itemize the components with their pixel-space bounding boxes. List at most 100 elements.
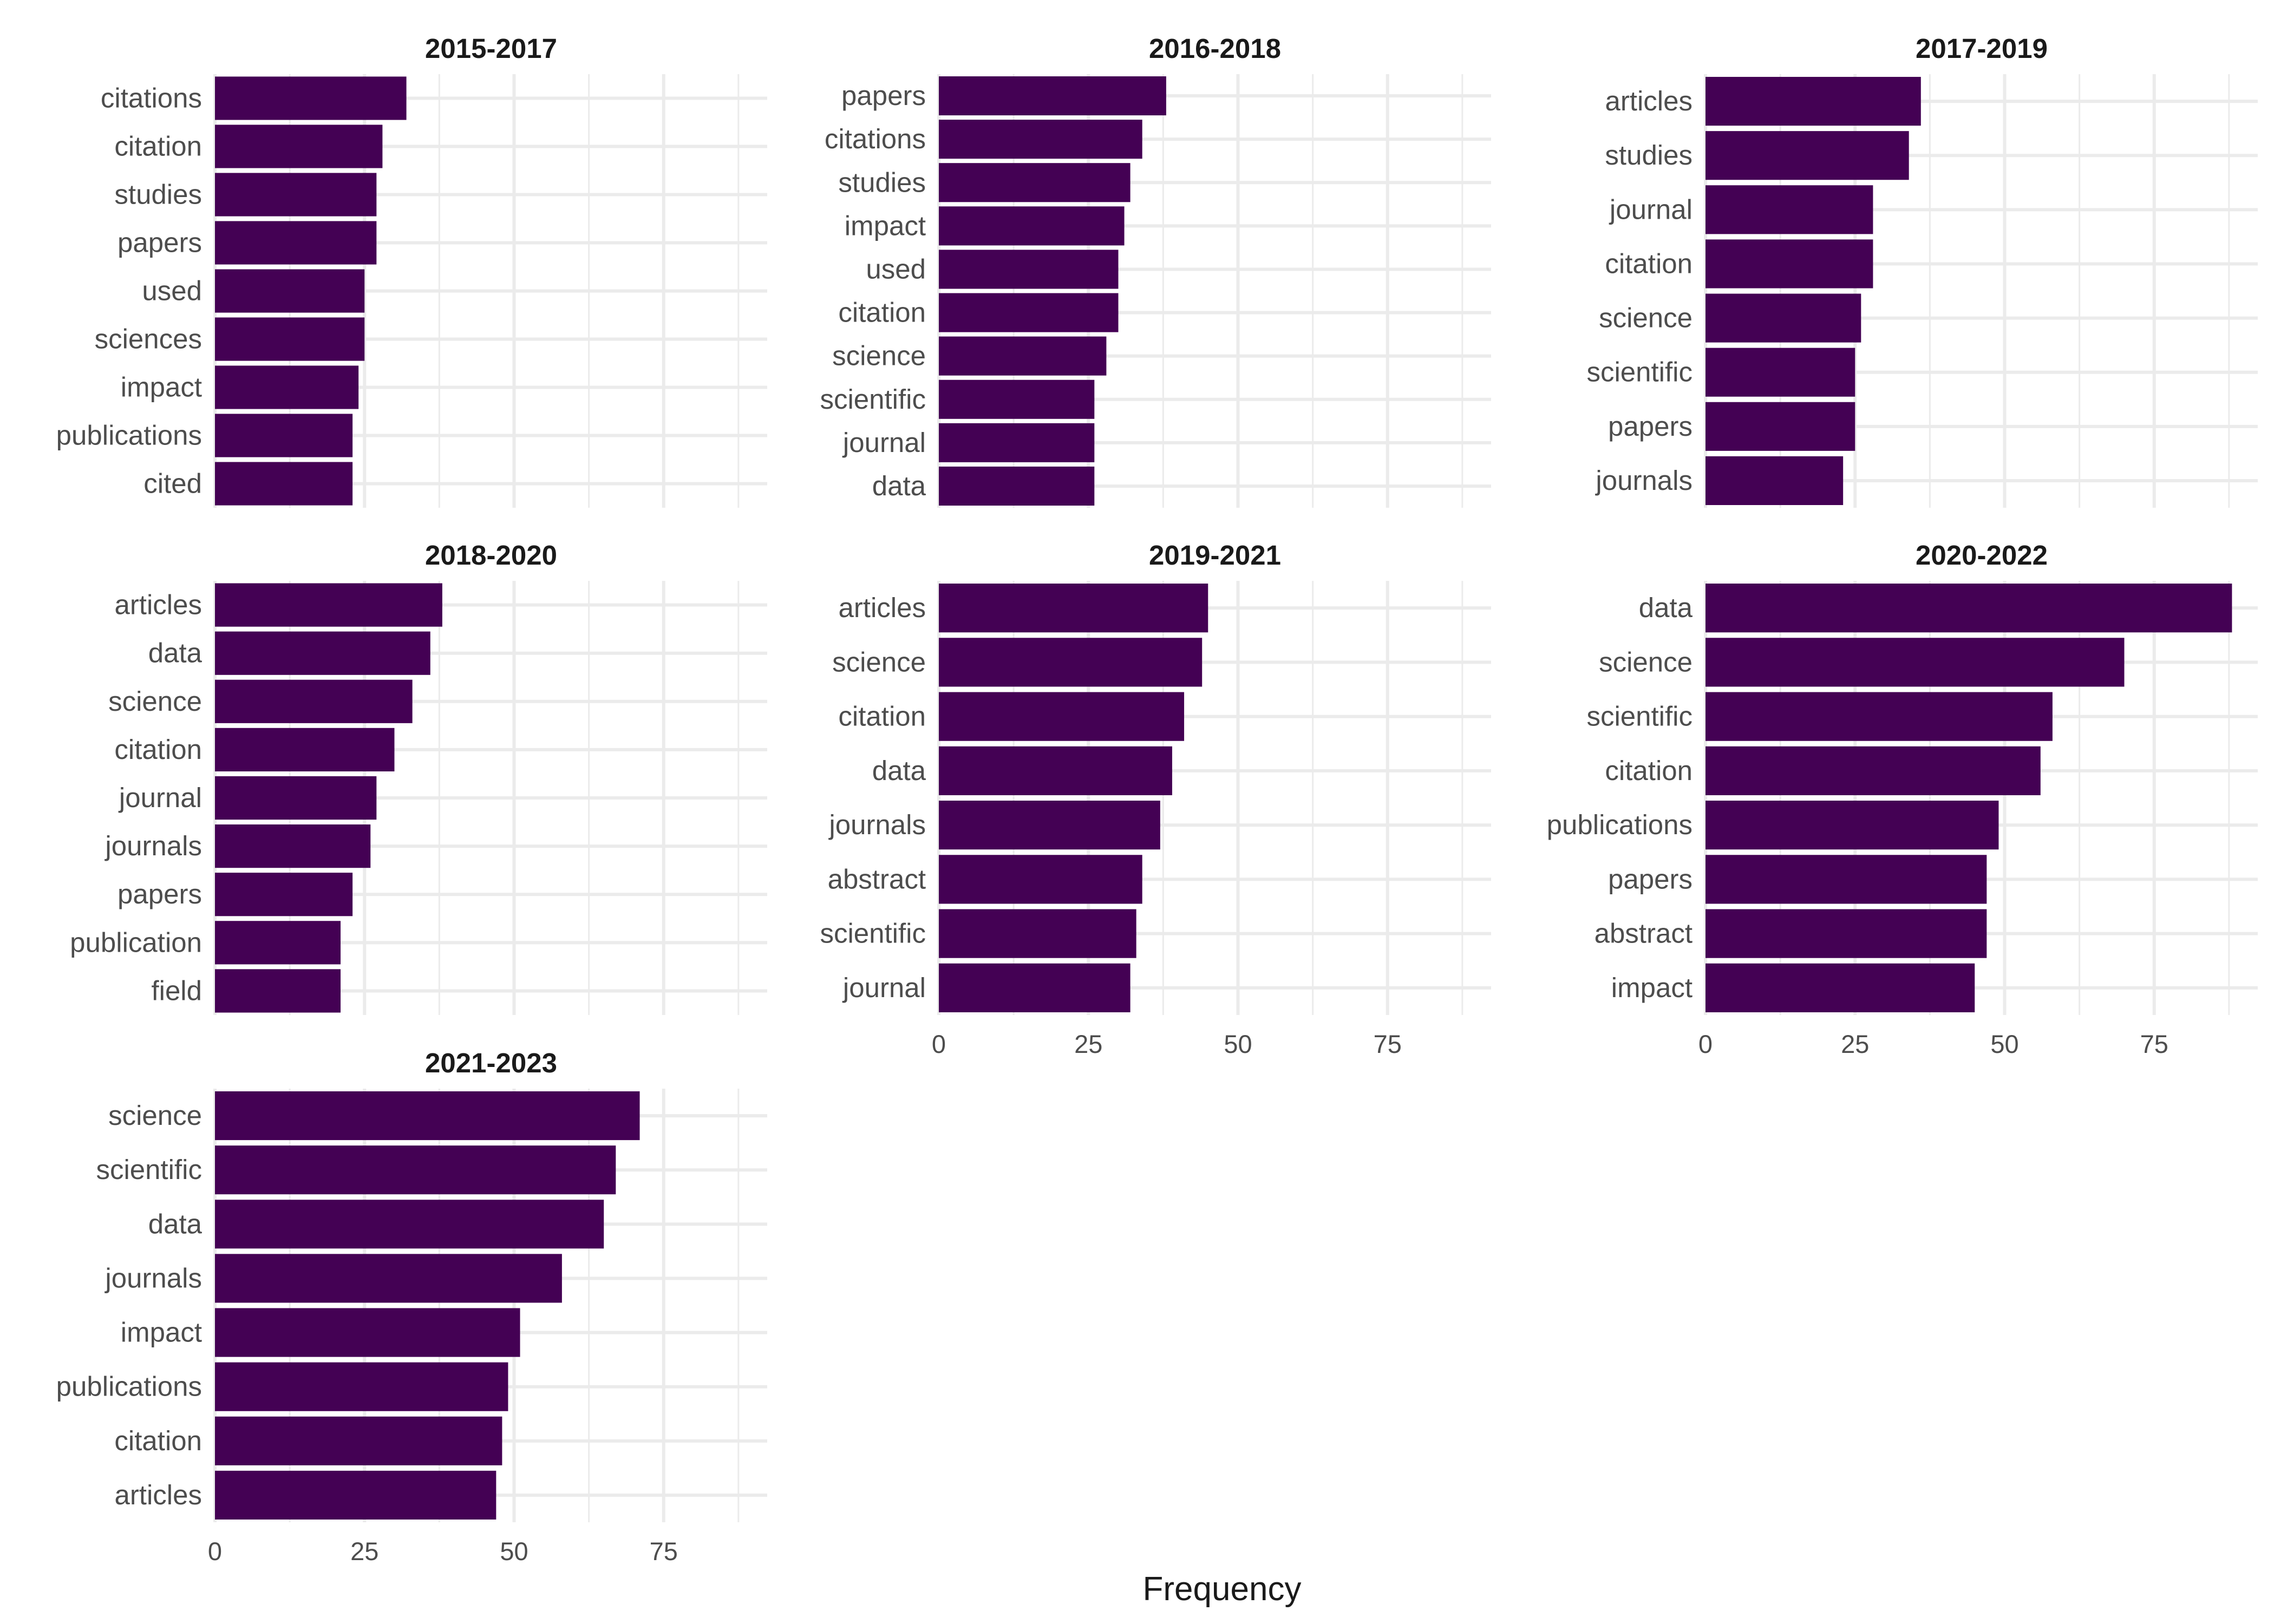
- category-label: science: [1599, 646, 1693, 677]
- facet-panel: articles science citation data journals abstr…: [820, 540, 1491, 1058]
- panel-title: 2019-2021: [1149, 540, 1281, 571]
- x-tick-label: 25: [1074, 1030, 1102, 1058]
- category-label: impact: [1611, 972, 1693, 1003]
- category-label: citation: [1605, 248, 1693, 279]
- bar: [1706, 77, 1921, 126]
- bar: [939, 76, 1166, 116]
- x-tick-label: 0: [208, 1537, 222, 1566]
- category-label: citation: [114, 1425, 202, 1456]
- category-label: science: [108, 1100, 202, 1131]
- bar: [215, 1200, 604, 1249]
- category-label: data: [148, 1208, 202, 1239]
- category-label: articles: [114, 1479, 202, 1510]
- category-label: impact: [845, 210, 926, 241]
- facet-panel: articles data science citation journal journa…: [70, 540, 767, 1015]
- category-label: science: [832, 646, 926, 677]
- bar: [1706, 584, 2232, 633]
- x-tick-label: 75: [2140, 1030, 2168, 1058]
- bar: [215, 583, 442, 627]
- category-label: abstract: [828, 863, 926, 894]
- x-tick-label: 25: [350, 1537, 378, 1566]
- category-label: publication: [70, 927, 202, 958]
- bar: [215, 1470, 496, 1520]
- x-tick-label: 0: [1698, 1030, 1713, 1058]
- bar: [939, 746, 1172, 795]
- bar: [215, 776, 377, 820]
- bar: [215, 173, 377, 217]
- bar: [215, 1416, 502, 1465]
- panel-title: 2016-2018: [1149, 33, 1281, 64]
- bar: [1706, 692, 2053, 741]
- bar: [1706, 131, 1909, 180]
- bar: [939, 293, 1119, 332]
- bar: [1706, 402, 1855, 451]
- category-label: impact: [121, 1317, 202, 1348]
- category-label: abstract: [1595, 918, 1693, 949]
- x-tick-label: 50: [500, 1537, 528, 1566]
- category-label: publications: [56, 1371, 202, 1402]
- category-label: scientific: [1586, 357, 1693, 388]
- bar: [1706, 746, 2041, 795]
- bar: [939, 584, 1208, 633]
- category-label: articles: [838, 592, 926, 623]
- category-label: journals: [104, 1262, 202, 1293]
- facet-panel: data science scientific citation publication…: [1547, 540, 2258, 1058]
- category-label: journals: [828, 809, 926, 840]
- bar: [215, 969, 341, 1013]
- bar: [1706, 293, 1861, 343]
- bar: [215, 1362, 508, 1411]
- category-label: studies: [114, 179, 202, 210]
- category-label: citation: [1605, 755, 1693, 786]
- bar: [215, 365, 359, 409]
- bar: [215, 679, 413, 723]
- bar: [1706, 638, 2125, 687]
- x-tick-label: 75: [650, 1537, 678, 1566]
- bar: [939, 423, 1095, 462]
- panel-title: 2018-2020: [425, 540, 557, 571]
- bar: [939, 692, 1185, 741]
- bar: [939, 206, 1125, 246]
- bar: [1706, 185, 1873, 234]
- facet-panel: papers citations studies impact used citation…: [820, 33, 1491, 508]
- bar: [215, 1145, 616, 1195]
- facet-panel: articles studies journal citation science sci…: [1586, 33, 2258, 508]
- category-label: sciences: [95, 324, 202, 355]
- bar: [939, 336, 1107, 376]
- bar: [939, 120, 1142, 159]
- category-label: citation: [838, 701, 926, 732]
- category-label: papers: [117, 227, 202, 258]
- bar: [939, 163, 1131, 202]
- category-label: scientific: [96, 1154, 202, 1185]
- category-label: publications: [1547, 809, 1693, 840]
- category-label: scientific: [1586, 701, 1693, 732]
- bar: [1706, 801, 1999, 850]
- x-tick-label: 0: [932, 1030, 946, 1058]
- category-label: data: [1639, 592, 1693, 623]
- bar: [939, 379, 1095, 419]
- panel-title: 2020-2022: [1916, 540, 2048, 571]
- x-tick-label: 25: [1841, 1030, 1869, 1058]
- category-label: field: [151, 975, 202, 1006]
- x-tick-label: 75: [1374, 1030, 1402, 1058]
- bar: [215, 631, 430, 675]
- category-label: citations: [825, 123, 926, 154]
- bar: [215, 76, 407, 120]
- category-label: papers: [841, 80, 926, 111]
- category-label: science: [1599, 303, 1693, 333]
- category-label: cited: [143, 468, 202, 499]
- bar: [215, 1091, 640, 1141]
- bar: [939, 638, 1203, 687]
- bar: [1706, 348, 1855, 397]
- category-label: studies: [1605, 140, 1693, 171]
- bar: [939, 909, 1136, 958]
- bar: [939, 250, 1119, 289]
- category-label: articles: [114, 590, 202, 620]
- category-label: citation: [838, 297, 926, 328]
- panel-title: 2017-2019: [1916, 33, 2048, 64]
- x-axis-title: Frequency: [1143, 1570, 1302, 1608]
- category-label: data: [872, 755, 926, 786]
- bar: [939, 963, 1131, 1012]
- category-label: science: [108, 686, 202, 717]
- category-label: papers: [1608, 411, 1693, 442]
